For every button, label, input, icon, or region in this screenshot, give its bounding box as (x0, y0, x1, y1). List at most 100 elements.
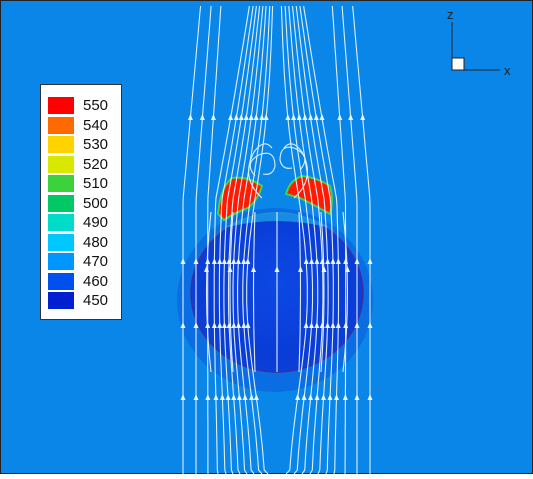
streamline-arrow (330, 258, 336, 264)
streamline-arrow (303, 322, 309, 328)
streamline (205, 211, 212, 373)
streamline-arrow (354, 394, 360, 400)
streamline-arrow (211, 322, 217, 328)
legend-swatch (48, 97, 74, 114)
x-axis-label: x (504, 63, 511, 78)
streamline-arrow (236, 394, 242, 400)
streamline-arrow (231, 394, 237, 400)
legend-swatch (48, 194, 74, 212)
streamline-arrow (291, 114, 297, 120)
streamline-arrow (337, 114, 343, 120)
streamline-arrow (354, 322, 360, 328)
legend-label: 450 (83, 292, 109, 309)
streamline (298, 211, 302, 373)
legend-label: 520 (83, 155, 109, 173)
streamline-arrow (226, 322, 232, 328)
streamline (249, 152, 276, 177)
streamline-arrow (302, 114, 308, 120)
streamline-arrow (211, 258, 217, 264)
streamline-arrow (233, 114, 239, 120)
legend-label: 480 (83, 233, 109, 251)
streamline-arrow (235, 258, 241, 264)
streamline-arrow (243, 114, 249, 120)
legend-label: 530 (83, 136, 109, 153)
streamline (252, 211, 256, 373)
legend-label: 550 (83, 97, 109, 114)
streamline-arrow (321, 266, 327, 272)
streamline-arrow (221, 258, 227, 264)
streamline-arrow (248, 114, 254, 120)
streamline (248, 143, 273, 199)
streamline (229, 211, 234, 373)
streamline-arrow (343, 258, 349, 264)
streamline-arrow (321, 394, 327, 400)
legend-label: 490 (83, 214, 109, 231)
streamline-arrow (193, 258, 199, 264)
streamline-arrow (241, 322, 247, 328)
streamline-arrow (187, 114, 193, 120)
streamline-arrow (245, 258, 251, 264)
streamline-arrow (217, 258, 223, 264)
streamline-arrow (263, 114, 269, 120)
streamline-arrow (325, 258, 331, 264)
streamline-arrow (253, 394, 259, 400)
streamline-arrow (295, 394, 301, 400)
legend-swatch (48, 253, 74, 270)
streamline-arrow (205, 394, 211, 400)
streamline-arrow (333, 394, 339, 400)
streamline-arrow (313, 114, 319, 120)
axis-triad: z x (447, 7, 511, 78)
streamline-arrow (180, 322, 186, 328)
streamline-arrow (319, 322, 325, 328)
streamline-arrow (242, 394, 248, 400)
streamline-arrow (308, 322, 314, 328)
legend-swatch (48, 116, 74, 134)
legend-swatch (48, 175, 74, 192)
streamline-arrow (298, 266, 303, 272)
streamline-arrow (314, 258, 320, 264)
streamline-arrow (330, 322, 336, 328)
legend-label: 500 (83, 194, 109, 212)
streamline-arrow (354, 258, 360, 264)
streamline-arrow (245, 322, 251, 328)
streamline (320, 211, 325, 373)
streamline-arrow (180, 258, 186, 264)
streamline-arrow (308, 394, 314, 400)
legend-swatch (48, 136, 74, 153)
streamline-arrow (193, 394, 199, 400)
streamline-arrow (199, 114, 205, 120)
streamline-arrow (309, 258, 315, 264)
streamline-arrow (231, 322, 237, 328)
streamline-arrow (367, 394, 373, 400)
streamline-arrow (180, 394, 186, 400)
streamline-arrow (236, 322, 242, 328)
streamline-arrow (342, 394, 348, 400)
streamline-arrow (249, 394, 255, 400)
streamline-arrows (180, 114, 373, 400)
streamline-arrow (360, 114, 366, 120)
streamline-arrow (228, 114, 234, 120)
streamline-arrow (301, 394, 307, 400)
streamline-arrow (225, 394, 231, 400)
streamline-arrow (251, 266, 256, 272)
streamline-arrow (219, 394, 225, 400)
legend-swatch (48, 214, 74, 231)
streamline-arrow (226, 258, 232, 264)
streamline-arrow (319, 114, 325, 120)
axis-origin-box (451, 57, 465, 71)
streamline-arrow (345, 266, 350, 272)
streamline-arrow (285, 114, 291, 120)
legend-swatch (48, 292, 74, 309)
legend-swatch (48, 233, 74, 251)
streamline-arrow (193, 322, 199, 328)
legend-swatch (48, 272, 74, 290)
streamline-arrow (308, 114, 314, 120)
streamline-arrow (213, 394, 219, 400)
z-axis-label: z (447, 7, 454, 22)
streamline-arrow (204, 266, 209, 272)
legend-label: 470 (83, 253, 109, 270)
streamline-arrow (238, 114, 244, 120)
streamline-arrow (335, 322, 341, 328)
